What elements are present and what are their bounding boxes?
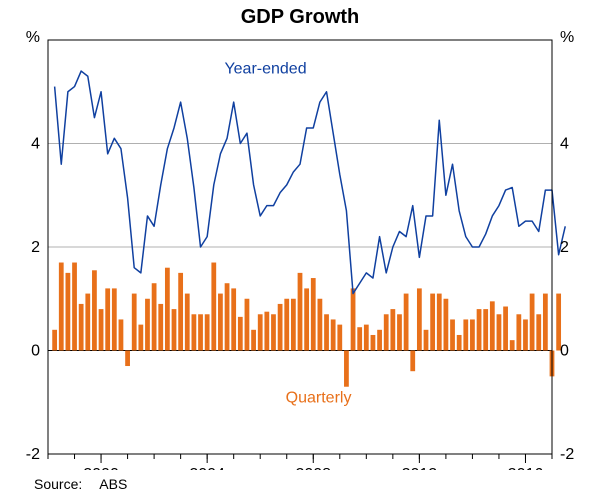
quarterly-bar (79, 304, 84, 351)
quarterly-bar (72, 263, 77, 351)
quarterly-bar (264, 312, 269, 351)
x-tick-label: 2004 (189, 466, 225, 470)
quarterly-bar (66, 273, 71, 351)
quarterly-bar (470, 319, 475, 350)
y-tick-label-left: 4 (31, 136, 40, 153)
year-ended-line (55, 71, 566, 294)
quarterly-bar (351, 288, 356, 350)
quarterly-bar (311, 278, 316, 350)
quarterly-bar (516, 314, 521, 350)
x-tick-label: 2012 (402, 466, 438, 470)
quarterly-bar (364, 325, 369, 351)
quarterly-bar (105, 288, 110, 350)
quarterly-bar (192, 314, 197, 350)
y-tick-label-right: 0 (560, 343, 569, 360)
quarterly-bar (444, 299, 449, 351)
quarterly-bar (384, 314, 389, 350)
quarterly-bar (138, 325, 143, 351)
quarterly-bar (457, 335, 462, 351)
quarterly-bar (258, 314, 263, 350)
y-unit-right: % (560, 29, 574, 46)
quarterly-bar (357, 327, 362, 350)
quarterly-bar (125, 351, 130, 367)
source-value: ABS (99, 476, 127, 492)
quarterly-bar (145, 299, 150, 351)
quarterly-bar (497, 314, 502, 350)
quarterly-bar (397, 314, 402, 350)
y-tick-label-left: -2 (26, 446, 40, 463)
quarterly-bar (304, 288, 309, 350)
quarterly-bar (278, 304, 283, 351)
quarterly-bar (417, 288, 422, 350)
quarterly-bar (390, 309, 395, 350)
quarterly-bar (211, 263, 216, 351)
quarterly-bar (218, 294, 223, 351)
quarterly-bar (318, 299, 323, 351)
quarterly-bar (404, 294, 409, 351)
quarterly-bar (536, 314, 541, 350)
quarterly-bar (523, 319, 528, 350)
quarterly-bar (424, 330, 429, 351)
quarterly-bar (112, 288, 117, 350)
quarterly-bar (185, 294, 190, 351)
quarterly-bar (92, 270, 97, 350)
quarterly-bar (132, 294, 137, 351)
year-ended-label: Year-ended (224, 61, 306, 78)
quarterly-bar (152, 283, 157, 350)
gdp-growth-chart: GDP Growth 20002004200820122016-2024-202… (0, 0, 600, 500)
quarterly-bar (52, 330, 57, 351)
quarterly-bar (291, 299, 296, 351)
quarterly-bar (85, 294, 90, 351)
quarterly-bar (490, 301, 495, 350)
quarterly-bar (430, 294, 435, 351)
quarterly-bar (377, 330, 382, 351)
quarterly-bar (165, 268, 170, 351)
quarterly-bar (503, 307, 508, 351)
quarterly-bar (172, 309, 177, 350)
quarterly-bar (205, 314, 210, 350)
quarterly-bar (450, 319, 455, 350)
quarterly-bar (284, 299, 289, 351)
y-unit-left: % (26, 29, 40, 46)
y-tick-label-right: 2 (560, 239, 569, 256)
quarterly-bar (238, 317, 243, 351)
quarterly-bar (324, 314, 329, 350)
x-tick-label: 2016 (508, 466, 544, 470)
quarterly-bar (99, 309, 104, 350)
quarterly-bar (271, 314, 276, 350)
quarterly-bar (298, 273, 303, 351)
y-tick-label-left: 2 (31, 239, 40, 256)
quarterly-bar (158, 304, 163, 351)
quarterly-bar (337, 325, 342, 351)
quarterly-bar (510, 340, 515, 350)
quarterly-bar (463, 319, 468, 350)
plot-area: 2000 2004 2008 2012 2016 -2 0 2 4 -2 0 2 4%% Year-end… (0, 0, 600, 470)
y-tick-label-left: 0 (31, 343, 40, 360)
quarterly-bar (371, 335, 376, 351)
quarterly-bar (437, 294, 442, 351)
quarterly-bar (231, 288, 236, 350)
quarterly-bar (225, 283, 230, 350)
quarterly-bar (245, 299, 250, 351)
source-line: Source: ABS (34, 476, 127, 492)
quarterly-bar (483, 309, 488, 350)
x-tick-label: 2008 (295, 466, 331, 470)
quarterly-label: Quarterly (286, 389, 352, 406)
quarterly-bar (198, 314, 203, 350)
x-tick-label: 2000 (83, 466, 119, 470)
quarterly-bar (477, 309, 482, 350)
quarterly-bar (543, 294, 548, 351)
quarterly-bar (530, 294, 535, 351)
y-tick-label-right: 4 (560, 136, 569, 153)
y-tick-label-right: -2 (560, 446, 574, 463)
source-label: Source: (34, 476, 82, 492)
quarterly-bar (410, 351, 415, 372)
quarterly-bar (331, 319, 336, 350)
quarterly-bar (119, 319, 124, 350)
quarterly-bar (344, 351, 349, 387)
quarterly-bar (178, 273, 183, 351)
quarterly-bar (59, 263, 64, 351)
quarterly-bar (251, 330, 256, 351)
